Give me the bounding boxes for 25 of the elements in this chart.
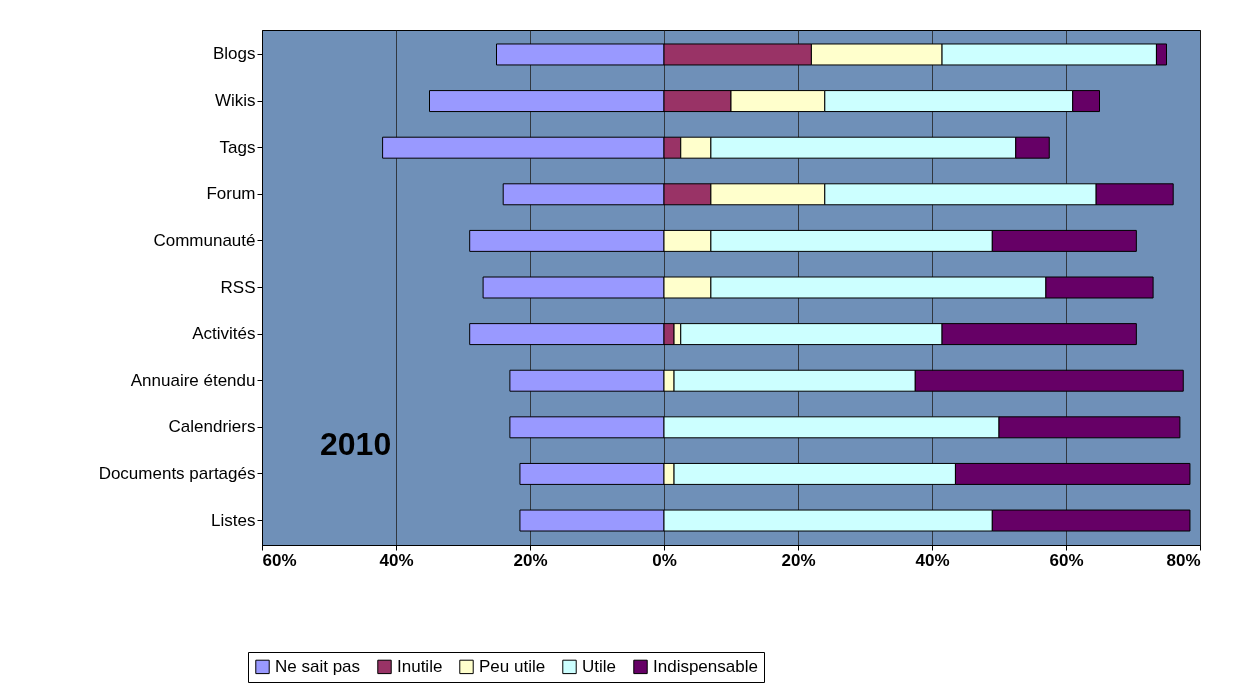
y-tick-label: Listes — [211, 510, 256, 530]
legend-label: Ne sait pas — [275, 656, 361, 676]
x-tick-label: 20% — [513, 550, 548, 570]
legend-label: Peu utile — [479, 656, 546, 676]
x-tick-label: 40% — [379, 550, 414, 570]
y-tick-label: Calendriers — [168, 417, 256, 437]
x-tick-label: 0% — [652, 550, 677, 570]
y-tick-label: Annuaire étendu — [130, 370, 256, 390]
y-tick-label: Documents partagés — [98, 463, 256, 483]
y-tick-label: Blogs — [212, 44, 256, 64]
legend-label: Indispensable — [653, 656, 758, 676]
x-tick-label: 20% — [781, 550, 816, 570]
y-tick-label: Tags — [219, 137, 256, 157]
y-tick-label: RSS — [220, 277, 256, 297]
annotation: 2010 — [320, 426, 392, 462]
y-tick-label: Communauté — [153, 230, 256, 250]
y-tick-label: Forum — [206, 184, 256, 204]
y-tick-label: Wikis — [214, 91, 256, 111]
x-tick-label: 40% — [915, 550, 950, 570]
legend-label: Utile — [582, 656, 617, 676]
y-tick-label: Activités — [192, 324, 256, 344]
x-tick-label: 60% — [1049, 550, 1084, 570]
x-tick-label: 80% — [1166, 550, 1201, 570]
x-tick-label: 60% — [262, 550, 297, 570]
legend-label: Inutile — [397, 656, 443, 676]
